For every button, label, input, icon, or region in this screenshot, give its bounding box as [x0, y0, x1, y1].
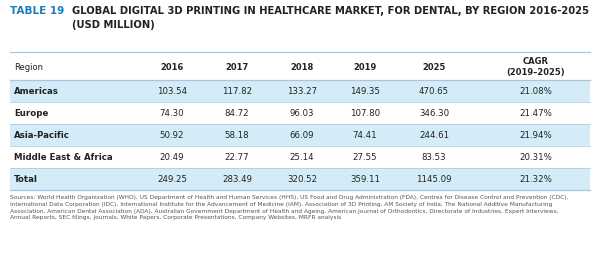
Text: 283.49: 283.49	[222, 175, 252, 183]
Text: Asia-Pacific: Asia-Pacific	[14, 131, 70, 140]
Text: 25.14: 25.14	[290, 153, 314, 162]
Text: Americas: Americas	[14, 87, 59, 96]
Text: 21.94%: 21.94%	[520, 131, 553, 140]
Text: 84.72: 84.72	[224, 109, 250, 118]
Text: 117.82: 117.82	[222, 87, 252, 96]
Text: 470.65: 470.65	[419, 87, 449, 96]
Text: Middle East & Africa: Middle East & Africa	[14, 153, 113, 162]
Text: 50.92: 50.92	[160, 131, 184, 140]
Text: 21.08%: 21.08%	[520, 87, 553, 96]
Text: 74.30: 74.30	[160, 109, 184, 118]
Text: 249.25: 249.25	[157, 175, 187, 183]
Text: 2017: 2017	[226, 62, 248, 71]
Text: 66.09: 66.09	[290, 131, 314, 140]
Text: 96.03: 96.03	[290, 109, 314, 118]
Bar	[10, 124, 590, 146]
Text: 2016: 2016	[160, 62, 184, 71]
Text: 58.18: 58.18	[224, 131, 250, 140]
Bar	[10, 80, 590, 102]
Text: 21.47%: 21.47%	[520, 109, 553, 118]
Text: Region: Region	[14, 62, 43, 71]
Text: Total: Total	[14, 175, 38, 183]
Text: Sources: World Health Organization (WHO), US Department of Health and Human Serv: Sources: World Health Organization (WHO)…	[10, 195, 569, 220]
Text: TABLE 19: TABLE 19	[10, 6, 64, 16]
Text: 346.30: 346.30	[419, 109, 449, 118]
Text: 83.53: 83.53	[422, 153, 446, 162]
Text: Europe: Europe	[14, 109, 49, 118]
Text: 244.61: 244.61	[419, 131, 449, 140]
Bar	[10, 168, 590, 190]
Text: 2018: 2018	[290, 62, 314, 71]
Text: 149.35: 149.35	[350, 87, 380, 96]
Text: GLOBAL DIGITAL 3D PRINTING IN HEALTHCARE MARKET, FOR DENTAL, BY REGION 2016-2025: GLOBAL DIGITAL 3D PRINTING IN HEALTHCARE…	[72, 6, 589, 30]
Text: 2025: 2025	[422, 62, 446, 71]
Text: 103.54: 103.54	[157, 87, 187, 96]
Text: 133.27: 133.27	[287, 87, 317, 96]
Text: 20.49: 20.49	[160, 153, 184, 162]
Text: 27.55: 27.55	[353, 153, 377, 162]
Text: 22.77: 22.77	[224, 153, 250, 162]
Text: 20.31%: 20.31%	[520, 153, 553, 162]
Text: 359.11: 359.11	[350, 175, 380, 183]
Text: 1145.09: 1145.09	[416, 175, 452, 183]
Text: 320.52: 320.52	[287, 175, 317, 183]
Text: 74.41: 74.41	[353, 131, 377, 140]
Text: CAGR
(2019–2025): CAGR (2019–2025)	[506, 57, 565, 77]
Text: 21.32%: 21.32%	[520, 175, 553, 183]
Text: 107.80: 107.80	[350, 109, 380, 118]
Text: 2019: 2019	[353, 62, 377, 71]
